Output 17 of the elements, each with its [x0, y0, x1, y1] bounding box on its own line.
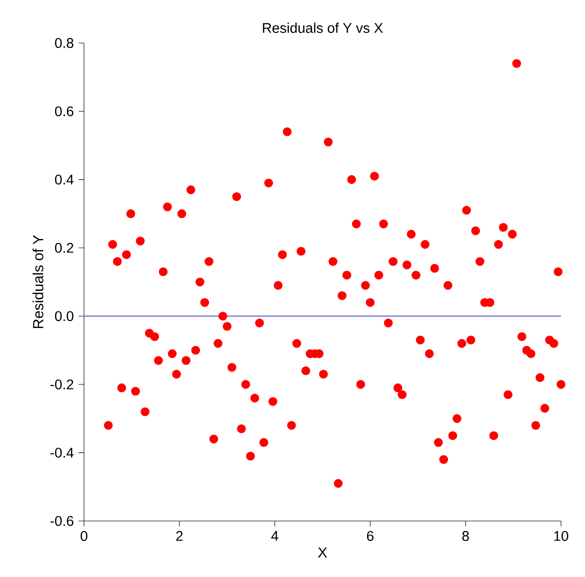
- x-tick-label: 10: [554, 531, 568, 541]
- x-tick-label: 8: [462, 531, 469, 541]
- y-tick-label: -0.6: [50, 516, 74, 526]
- y-tick-label: -0.4: [50, 448, 74, 458]
- x-tick-label: 6: [367, 531, 374, 541]
- chart-title: Residuals of Y vs X: [262, 22, 383, 33]
- y-tick-label: -0.2: [50, 379, 74, 390]
- x-tick-label: 2: [176, 531, 183, 541]
- y-tick-label: 0.6: [55, 106, 74, 116]
- y-tick-label: 0.0: [55, 311, 74, 322]
- x-tick-label: 4: [271, 531, 278, 541]
- y-axis-title: Residuals of Y: [32, 235, 44, 328]
- y-tick-label: 0.4: [55, 174, 74, 185]
- y-tick-label: 0.2: [55, 242, 74, 253]
- y-tick-label: 0.8: [55, 38, 74, 48]
- x-tick-label: 0: [80, 531, 88, 541]
- x-axis-title: X: [318, 547, 328, 558]
